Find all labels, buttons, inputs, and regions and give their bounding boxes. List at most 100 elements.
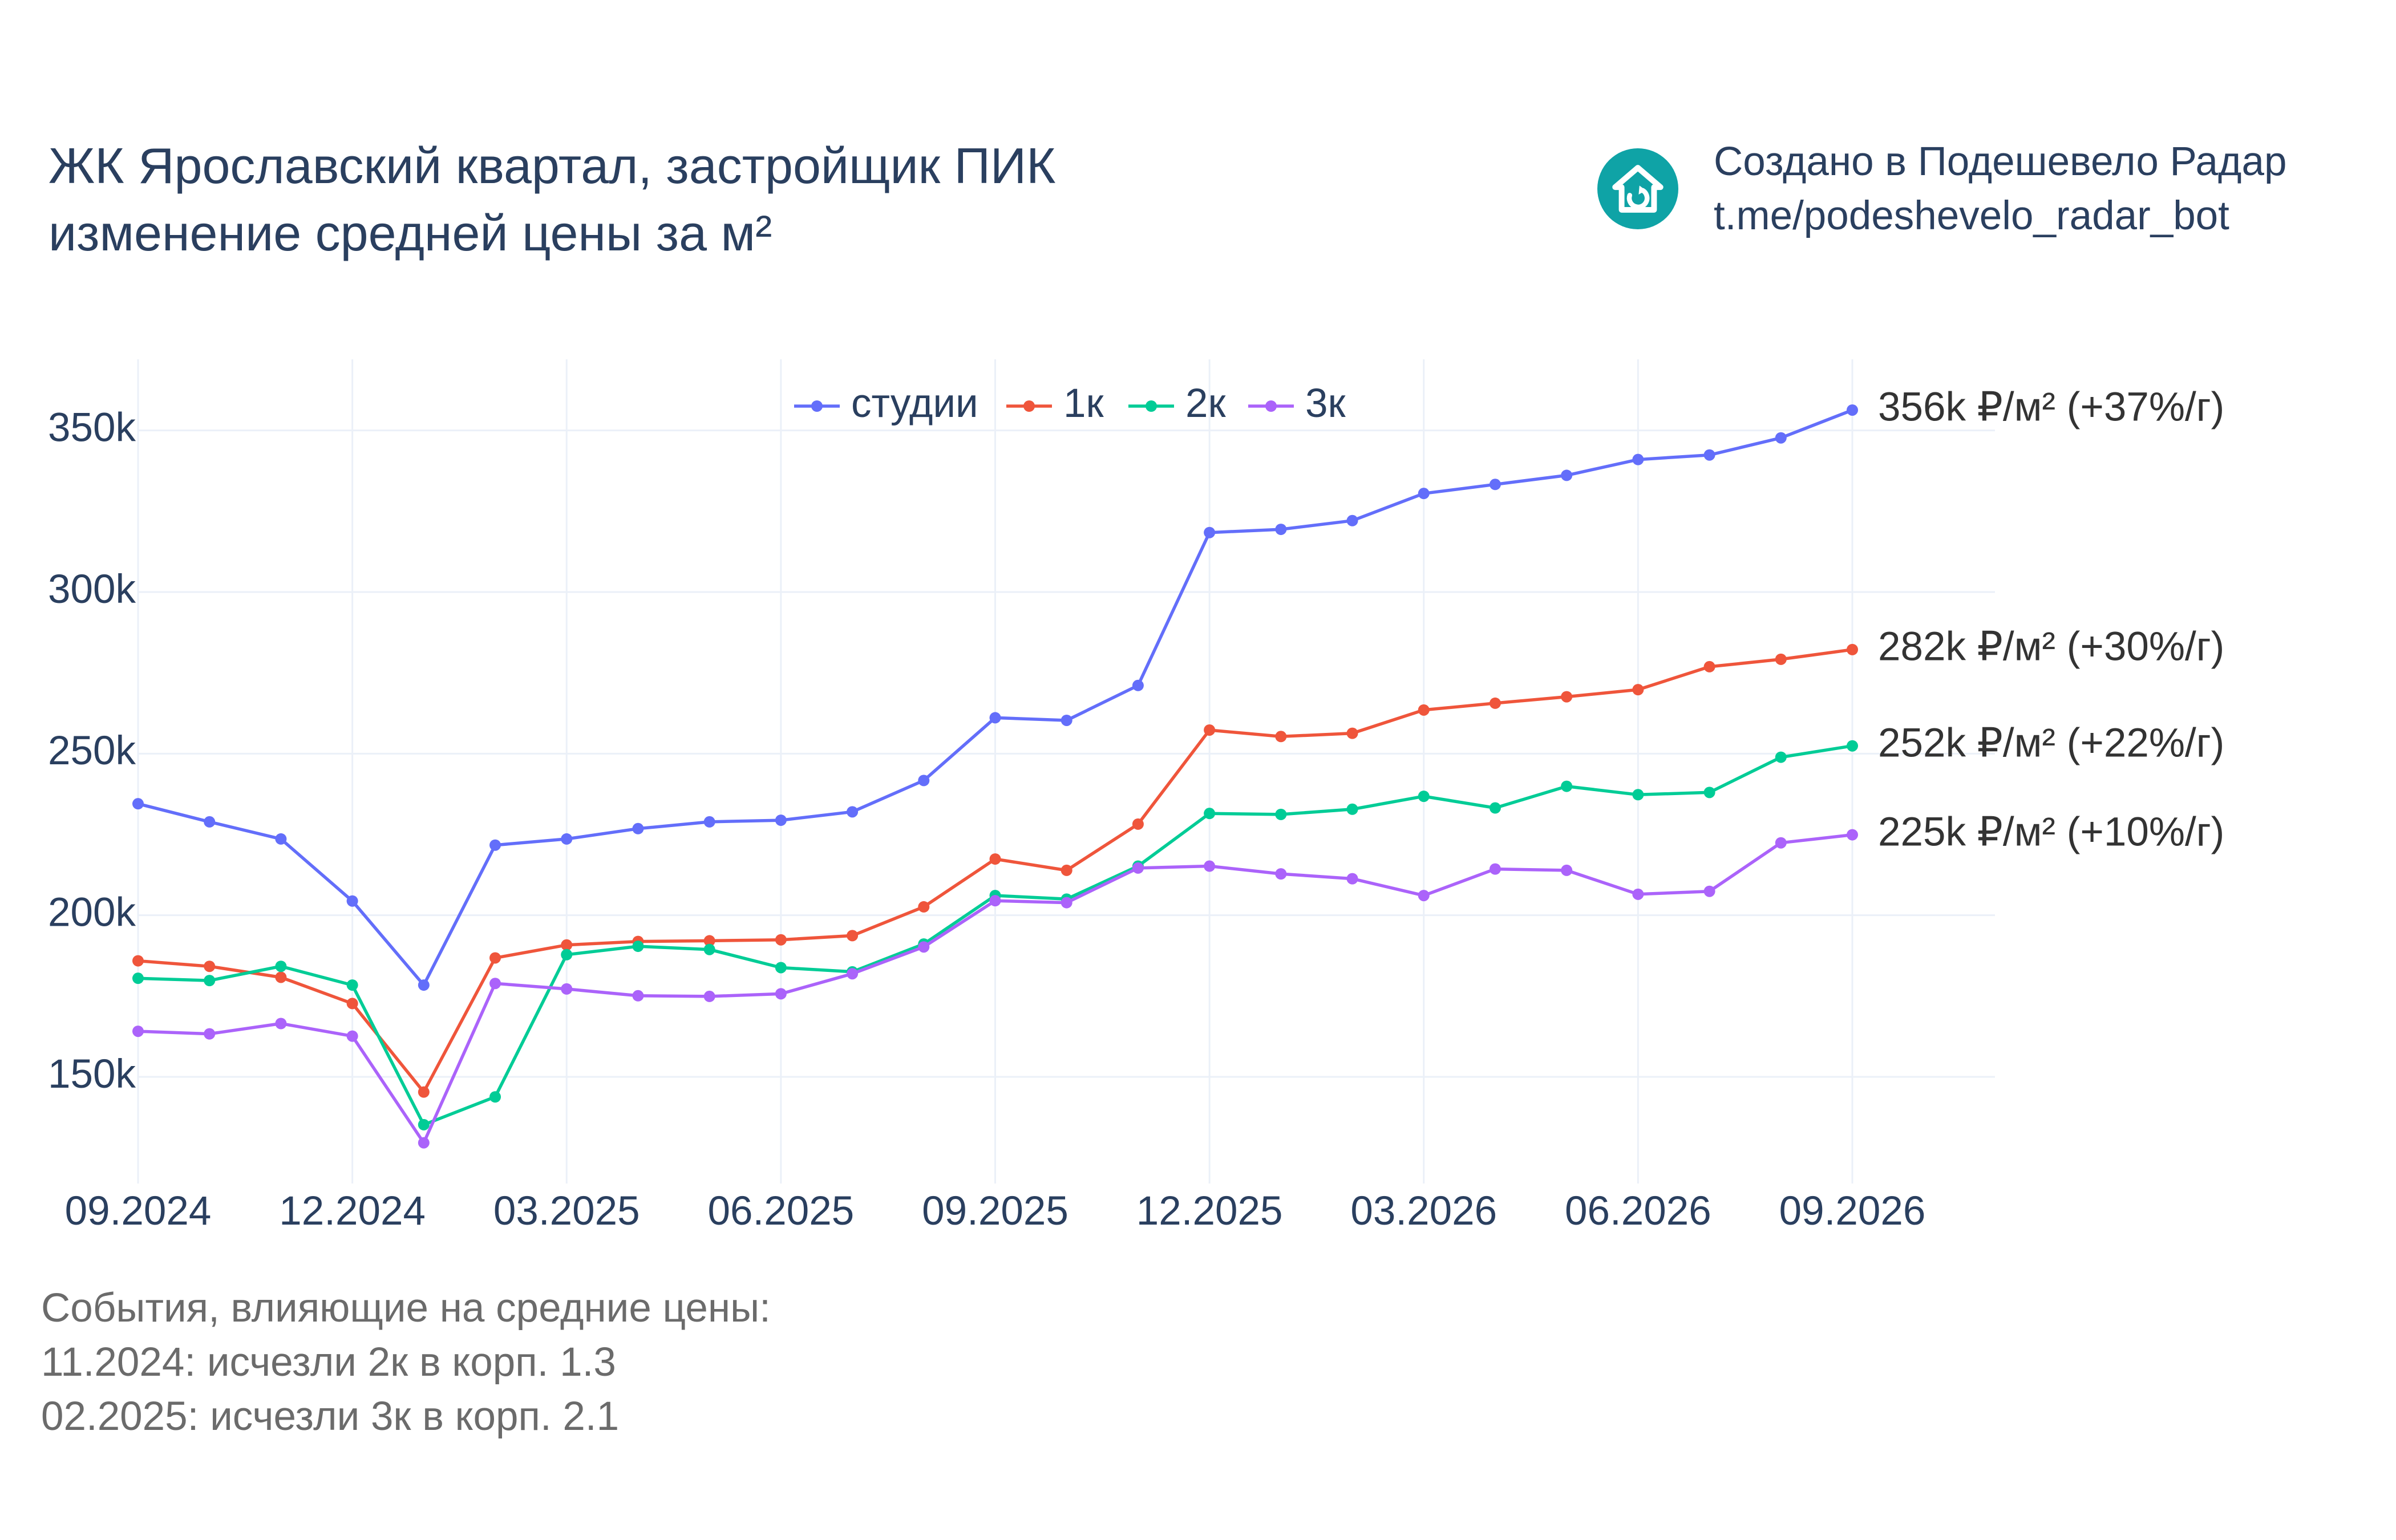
data-point <box>132 972 144 984</box>
data-point <box>1489 863 1501 875</box>
brand-block: Создано в Подешевело Радар t.me/podeshev… <box>1597 135 2286 243</box>
data-point <box>1275 808 1287 820</box>
data-point <box>561 949 573 961</box>
data-point <box>418 1086 430 1098</box>
data-point <box>1489 802 1501 814</box>
x-tick-label: 09.2024 <box>65 1189 212 1234</box>
title-line-2: изменение средней цены за м² <box>48 205 772 261</box>
data-point <box>989 712 1001 724</box>
house-icon <box>1597 148 1678 229</box>
data-point <box>204 816 216 828</box>
legend: студии 1к 2к 3к <box>794 381 1346 426</box>
data-point <box>1061 714 1072 726</box>
data-point <box>132 955 144 967</box>
data-point <box>346 979 358 991</box>
data-point <box>1204 724 1216 736</box>
data-point <box>775 814 787 826</box>
data-point <box>1204 860 1216 872</box>
data-point <box>632 941 644 953</box>
data-point <box>418 979 430 991</box>
data-point <box>775 988 787 1000</box>
data-point <box>275 971 287 983</box>
y-tick-label: 250k <box>48 728 136 773</box>
data-point <box>561 939 573 951</box>
data-point <box>418 1118 430 1130</box>
data-point <box>1346 727 1358 739</box>
end-label: 225k ₽/м² (+10%/г) <box>1878 809 2224 854</box>
legend-label: 1к <box>1063 381 1104 426</box>
series-1 <box>132 404 1858 991</box>
data-point <box>989 853 1001 865</box>
x-tick-label: 06.2026 <box>1565 1189 1711 1234</box>
data-point <box>1703 449 1715 461</box>
event-item-1: 11.2024: исчезли 2к в корп. 1.3 <box>41 1340 616 1385</box>
data-point <box>989 895 1001 907</box>
data-point <box>204 975 216 987</box>
data-point <box>918 775 930 787</box>
legend-item: студии <box>794 381 978 426</box>
data-point <box>1418 704 1430 716</box>
data-point <box>1132 818 1144 830</box>
data-point <box>489 952 501 964</box>
x-tick-label: 12.2025 <box>1136 1189 1283 1234</box>
data-point <box>1561 864 1573 876</box>
end-label: 356k ₽/м² (+37%/г) <box>1878 385 2224 430</box>
data-point <box>1775 653 1787 665</box>
data-point <box>1132 862 1144 874</box>
y-tick-label: 350k <box>48 405 136 450</box>
data-point <box>1204 526 1216 538</box>
legend-item: 2к <box>1128 381 1226 426</box>
data-point <box>1561 691 1573 703</box>
legend-label: 2к <box>1185 381 1226 426</box>
data-point <box>847 968 859 980</box>
data-point <box>703 943 715 955</box>
data-point <box>275 961 287 972</box>
chart-title: ЖК Ярославский квартал, застройщик ПИК и… <box>48 132 1055 267</box>
legend-swatch-marker <box>1023 400 1035 412</box>
end-label: 282k ₽/м² (+30%/г) <box>1878 625 2224 670</box>
data-point <box>489 978 501 990</box>
data-point <box>1847 829 1858 841</box>
data-point <box>204 1028 216 1040</box>
data-point <box>1632 453 1644 465</box>
data-point <box>1275 731 1287 743</box>
data-point <box>1418 488 1430 500</box>
data-point <box>1775 837 1787 849</box>
x-tick-label: 12.2024 <box>279 1189 426 1234</box>
data-point <box>703 990 715 1002</box>
y-tick-label: 200k <box>48 890 136 935</box>
data-point <box>1775 751 1787 763</box>
data-point <box>1847 404 1858 416</box>
x-tick-label: 03.2026 <box>1350 1189 1497 1234</box>
data-point <box>204 961 216 972</box>
data-point <box>1346 873 1358 885</box>
data-point <box>847 806 859 818</box>
data-point <box>1346 514 1358 526</box>
data-point <box>275 833 287 845</box>
data-point <box>489 1091 501 1103</box>
y-tick-label: 300k <box>48 567 136 612</box>
data-point <box>703 935 715 947</box>
data-point <box>632 822 644 834</box>
data-point <box>561 833 573 845</box>
x-tick-label: 09.2025 <box>922 1189 1069 1234</box>
x-tick-label: 09.2026 <box>1779 1189 1926 1234</box>
y-tick-label: 150k <box>48 1052 136 1097</box>
data-point <box>1346 803 1358 815</box>
data-point <box>132 798 144 810</box>
legend-item: 3к <box>1248 381 1346 426</box>
brand-link[interactable]: t.me/podeshevelo_radar_bot <box>1714 193 2229 238</box>
data-point <box>918 901 930 913</box>
series-2 <box>132 643 1858 1098</box>
data-point <box>1775 432 1787 444</box>
events-note: События, влияющие на средние цены: 11.20… <box>41 1281 771 1444</box>
data-point <box>1204 808 1216 820</box>
legend-item: 1к <box>1006 381 1104 426</box>
data-point <box>1561 780 1573 792</box>
data-point <box>346 998 358 1010</box>
x-tick-label: 03.2025 <box>493 1189 640 1234</box>
legend-swatch-marker <box>811 400 823 412</box>
data-point <box>275 1018 287 1030</box>
data-point <box>847 930 859 942</box>
data-point <box>775 962 787 974</box>
